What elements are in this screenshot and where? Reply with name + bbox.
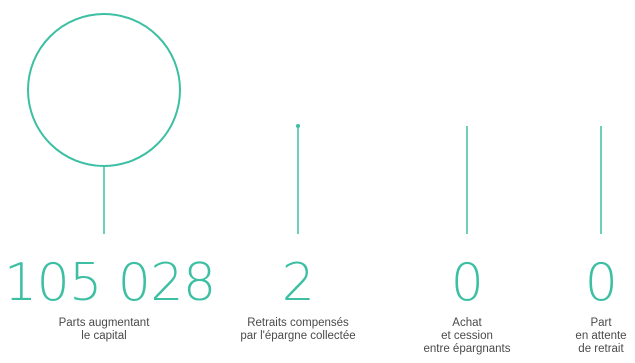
stat-label-line: de retrait [578, 343, 624, 355]
stat-label: Part en attente de retrait [561, 317, 635, 356]
stat-1: 2 Retraits compensés par l'épargne collect… [213, 257, 383, 363]
stat-label-line: en attente [575, 330, 627, 342]
stat-value: 0 [450, 253, 484, 313]
stat-label-line: le capital [81, 330, 127, 342]
stat-label-line: et cession [441, 330, 493, 342]
stat-value: 2 [281, 253, 315, 313]
stat-label: Parts augmentant le capital [4, 317, 204, 343]
stat-value: 105 028 [4, 253, 216, 313]
stat-label-line: Part [590, 317, 612, 329]
stat-value: 0 [584, 253, 618, 313]
stat-0: 105 028 Parts augmentant le capital [4, 253, 216, 363]
stat-3: 0 Part en attente de retrait [561, 257, 635, 363]
bubble-0 [27, 13, 181, 167]
stat-2: 0 Achat et cession entre épargnants [407, 257, 527, 363]
stat-label-line: Parts augmentant [58, 317, 150, 329]
stat-label-line: Achat [452, 317, 482, 329]
stat-label-line: Retraits compensés [247, 317, 349, 329]
stat-label: Retraits compensés par l'épargne collecté… [213, 317, 383, 343]
stat-label-line: entre épargnants [423, 343, 511, 355]
stat-label: Achat et cession entre épargnants [407, 317, 527, 356]
stat-label-line: par l'épargne collectée [240, 330, 356, 342]
